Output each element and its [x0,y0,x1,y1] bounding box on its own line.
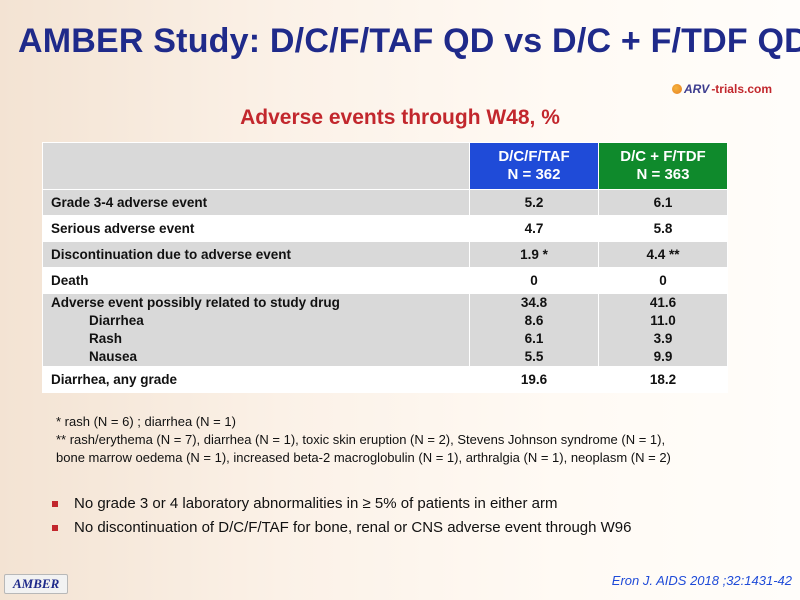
row-value-tdf-group: 41.6 11.0 3.9 9.9 [598,293,728,367]
table-row: Death 0 0 [42,267,728,294]
column-header-tdf: D/C + F/TDF N = 363 [598,142,728,190]
subitem-label: Diarrhea [89,313,144,328]
footnote: ** rash/erythema (N = 7), diarrhea (N = … [56,432,666,447]
row-value-taf: 1.9 * [469,241,599,268]
citation: Eron J. AIDS 2018 ;32:1431-42 [611,573,792,588]
row-value-taf: 34.8 [520,295,548,310]
column-header-taf-name: D/C/F/TAF [498,148,570,165]
table-row: Adverse event possibly related to study … [42,293,728,367]
bullet-square-icon [52,501,58,507]
row-label: Diarrhea, any grade [42,366,470,393]
row-label: Adverse event possibly related to study … [51,295,340,310]
row-value-tdf: 41.6 [649,295,677,310]
bullet-list: No grade 3 or 4 laboratory abnormalities… [52,492,632,540]
study-badge: AMBER [4,574,69,594]
row-value-tdf: 5.8 [598,215,728,242]
row-value-taf: 5.2 [469,189,599,216]
row-value-taf: 0 [469,267,599,294]
slide-subtitle: Adverse events through W48, % [240,106,560,129]
table-row: Diarrhea, any grade 19.6 18.2 [42,366,728,393]
row-value-tdf: 6.1 [598,189,728,216]
subitem-label: Rash [89,331,123,346]
table-row: Grade 3-4 adverse event 5.2 6.1 [42,189,728,216]
footnote: * rash (N = 6) ; diarrhea (N = 1) [56,414,236,429]
column-header-taf-n: N = 362 [507,166,561,183]
row-value-tdf: 0 [598,267,728,294]
table-header-blank [42,142,470,190]
bullet-text: No grade 3 or 4 laboratory abnormalities… [74,495,558,512]
row-value-taf-group: 34.8 8.6 6.1 5.5 [469,293,599,367]
row-label: Discontinuation due to adverse event [42,241,470,268]
subitem-value-taf: 5.5 [524,349,544,364]
row-value-tdf: 18.2 [598,366,728,393]
bullet-text: No discontinuation of D/C/F/TAF for bone… [74,519,632,536]
column-header-taf: D/C/F/TAF N = 362 [469,142,599,190]
column-header-tdf-n: N = 363 [636,166,690,183]
adverse-events-table: D/C/F/TAF N = 362 D/C + F/TDF N = 363 Gr… [42,142,728,393]
subitem-value-taf: 6.1 [524,331,544,346]
row-value-taf: 19.6 [469,366,599,393]
row-value-taf: 4.7 [469,215,599,242]
row-label: Serious adverse event [42,215,470,242]
footnote: bone marrow oedema (N = 1), increased be… [56,450,671,465]
row-value-tdf: 4.4 ** [598,241,728,268]
subitem-value-tdf: 9.9 [653,349,673,364]
column-header-tdf-name: D/C + F/TDF [620,148,706,165]
table-row: Serious adverse event 4.7 5.8 [42,215,728,242]
logo-dot-icon [671,84,682,94]
bullet-item: No grade 3 or 4 laboratory abnormalities… [52,492,632,516]
logo-arv-text: ARV [683,82,710,96]
bullet-item: No discontinuation of D/C/F/TAF for bone… [52,516,632,540]
logo-rest-text: -trials.com [711,82,772,96]
subitem-label: Nausea [89,349,138,364]
slide-title: AMBER Study: D/C/F/TAF QD vs D/C + F/TDF… [18,22,800,60]
subitem-value-taf: 8.6 [524,313,544,328]
table-header-row: D/C/F/TAF N = 362 D/C + F/TDF N = 363 [42,142,728,190]
arv-trials-logo: ARV -trials.com [671,82,772,96]
footnotes: * rash (N = 6) ; diarrhea (N = 1) ** ras… [56,413,671,467]
bullet-square-icon [52,525,58,531]
subitem-value-tdf: 11.0 [650,313,676,328]
row-label: Grade 3-4 adverse event [42,189,470,216]
table-row: Discontinuation due to adverse event 1.9… [42,241,728,268]
row-label: Death [42,267,470,294]
row-label-group: Adverse event possibly related to study … [42,293,470,367]
subitem-value-tdf: 3.9 [653,331,673,346]
